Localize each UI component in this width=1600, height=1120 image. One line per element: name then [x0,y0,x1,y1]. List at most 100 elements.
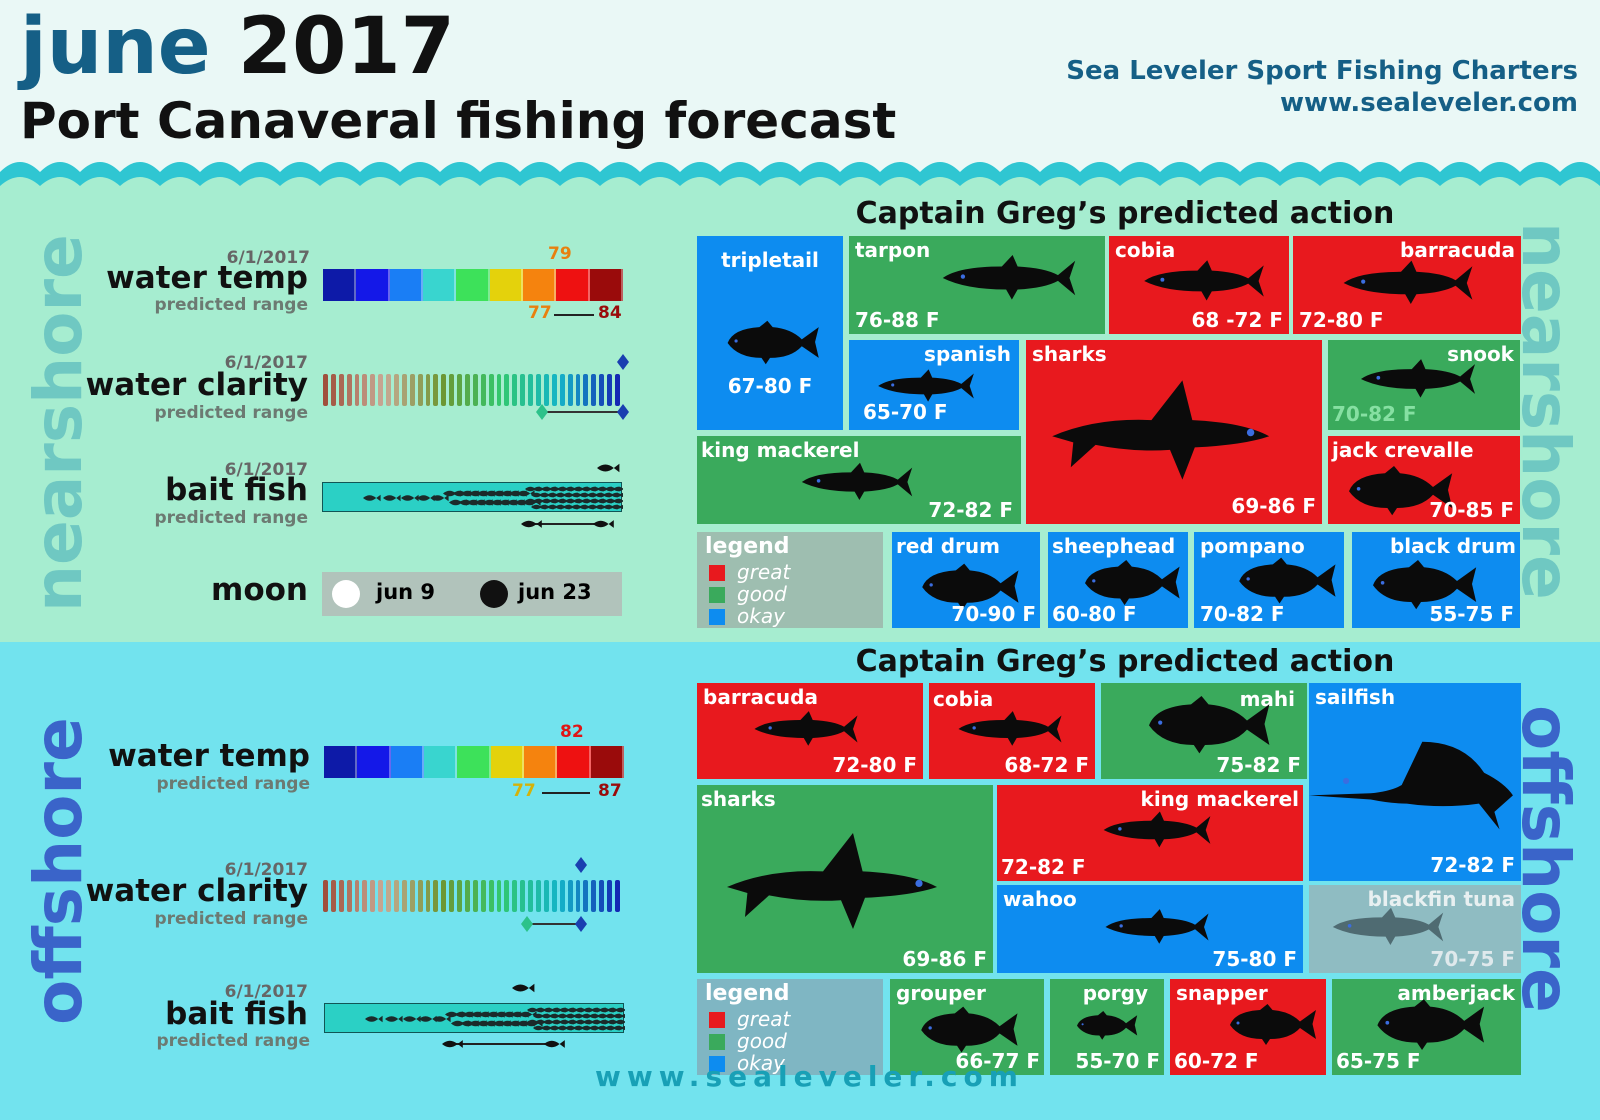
clarity-scale-segment [520,880,526,912]
bait-fish-icon [557,1013,572,1019]
clarity-scale-segment [599,880,605,912]
clarity-scale-segment [536,374,541,406]
temp-scale-segment [456,269,490,301]
shark-icon [727,833,937,929]
off-clarity-markers [323,855,623,935]
clarity-scale-segment [449,374,455,406]
clarity-scale-segment [330,880,336,912]
sheephead-icon [1085,560,1180,606]
fish-name: wahoo [1003,887,1077,911]
clarity-scale-segment [330,374,336,406]
footer-url[interactable]: www.sealeveler.com [595,1060,1024,1093]
fish-name: black drum [1389,534,1516,558]
bait-fish-icon [571,504,586,510]
bait-fish-icon [573,498,588,504]
bait-fish-icon [581,1025,596,1031]
clarity-scale-segment [614,374,620,406]
legend-title: legend [705,981,790,1006]
clarity-scale-segment [378,374,384,406]
king-mackerel-icon [801,462,913,500]
near-temp-range-line [554,314,594,316]
fish-tile-jack-crevalle: jack crevalle 70-85 F [1328,436,1520,524]
clarity-scale-segment [567,374,573,406]
bait-fish-icon [433,1015,451,1023]
fish-temp-range: 72-80 F [1299,308,1384,332]
fish-name: jack crevalle [1332,438,1474,462]
good-swatch [709,587,725,603]
clarity-scale-segment [472,374,478,406]
title-month: june [20,2,211,92]
bait-fish-icon [451,1020,469,1027]
temp-scale-segment [389,269,423,301]
bait-fish-icon [581,498,596,504]
off-temp-range-line [542,792,590,794]
tripletail-icon [727,320,819,365]
bait-fish-icon [531,504,546,510]
clarity-scale-segment [417,880,423,912]
clarity-scale-segment [386,374,392,406]
bait-fish-icon [597,463,620,473]
bait-fish-icon [543,1007,558,1013]
clarity-range-line [542,411,623,413]
bait-fish-school-icon [365,1007,636,1031]
clarity-scale-segment [378,880,384,912]
bait-fish-icon [521,520,542,528]
bait-fish-icon [533,498,548,504]
legend-okay-label: okay [737,604,785,628]
offshore-section-title: Captain Greg’s predicted action [855,644,1395,679]
bait-fish-icon [565,486,580,492]
fish-temp-range: 72-82 F [1430,853,1515,877]
clarity-scale-segment [543,880,549,912]
great-swatch [709,565,725,581]
clarity-scale-segment [583,374,589,406]
temp-scale-segment [390,746,424,778]
fish-tile-king-mackerel: king mackerel 72-82 F [997,785,1303,881]
temp-scale-segment [589,269,623,301]
bait-fish-icon [557,486,572,492]
off-clarity-range-label: predicted range [154,909,308,929]
bait-fish-icon [589,498,604,504]
bait-fish-icon [579,504,594,510]
temp-scale-segment [523,746,558,778]
bait-fish-icon [401,494,419,502]
brand-url[interactable]: www.sealeveler.com [1280,88,1578,118]
bait-fish-icon [517,490,535,497]
bait-fish-icon [607,1019,622,1025]
bait-fish-icon [559,1019,574,1025]
bait-fish-icon [443,490,461,497]
clarity-scale-segment [543,374,549,406]
bait-fish-icon [555,504,570,510]
bait-fish-icon [573,486,588,492]
near-clarity-bar [323,374,623,406]
page-title: june 2017 [20,2,455,92]
fish-temp-range: 60-72 F [1174,1049,1259,1073]
clarity-scale-segment [528,880,534,912]
fish-tile-cobia: cobia 68-72 F [929,683,1095,779]
off-temp-high: 87 [598,781,622,801]
header-band [0,0,1600,195]
fish-tile-blackfin-tuna: blackfin tuna 70-75 F [1309,885,1521,973]
offshore-legend: legend great good okay [697,979,883,1075]
legend-title: legend [705,534,790,559]
fish-name: sharks [701,787,776,811]
bait-fish-icon [605,486,620,492]
bait-fish-icon [557,1025,572,1031]
snapper-icon [1230,1004,1316,1045]
fish-name: blackfin tuna [1367,887,1515,911]
legend-okay: okay [709,1051,785,1075]
temp-scale-segment [522,269,557,301]
clarity-scale-segment [433,880,439,912]
bait-fish-icon [363,494,381,502]
bait-fish-icon [445,1011,463,1018]
clarity-scale-segment [409,374,415,406]
blackfin-tuna-icon [1332,907,1444,945]
clarity-scale-segment [551,374,557,406]
bait-fish-icon [605,1013,620,1019]
clarity-scale-segment [575,880,581,912]
clarity-scale-segment [480,880,486,912]
clarity-scale-segment [465,880,470,912]
fish-tile-king-mackerel: king mackerel 72-82 F [697,436,1021,524]
bait-fish-icon [533,1025,548,1031]
near-bait-bar [322,482,634,512]
legend-great-label: great [737,560,791,584]
